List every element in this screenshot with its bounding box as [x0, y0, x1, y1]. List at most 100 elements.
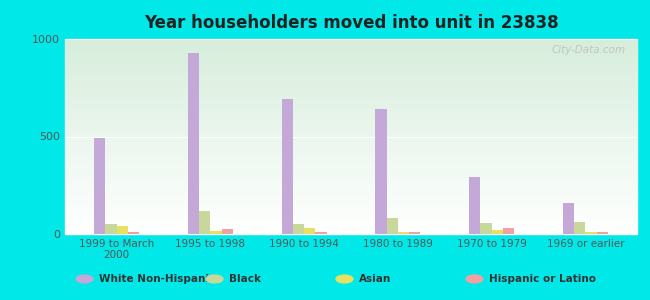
Bar	[65, 125, 637, 127]
Bar	[586, 232, 597, 234]
Bar	[387, 218, 398, 234]
Bar	[65, 207, 637, 209]
Bar	[65, 220, 637, 222]
Bar	[65, 150, 637, 152]
Bar	[315, 232, 326, 234]
Bar	[574, 222, 586, 234]
Bar	[65, 113, 637, 115]
Bar	[65, 176, 637, 177]
Text: Asian: Asian	[359, 274, 391, 284]
Bar	[65, 136, 637, 138]
Bar	[65, 199, 637, 201]
Bar	[65, 185, 637, 187]
Bar	[597, 232, 608, 234]
Bar	[65, 45, 637, 47]
Bar	[65, 181, 637, 183]
Bar	[65, 61, 637, 62]
Bar	[563, 203, 574, 234]
Bar	[65, 197, 637, 199]
Bar	[65, 99, 637, 101]
Bar	[65, 226, 637, 228]
Bar	[65, 203, 637, 205]
Bar	[281, 99, 293, 234]
Bar	[65, 51, 637, 52]
Title: Year householders moved into unit in 23838: Year householders moved into unit in 238…	[144, 14, 558, 32]
Bar	[65, 131, 637, 133]
Bar	[65, 103, 637, 105]
Bar	[65, 66, 637, 68]
Bar	[65, 111, 637, 113]
Bar	[65, 142, 637, 144]
Bar	[65, 95, 637, 98]
Bar	[65, 230, 637, 232]
Bar	[65, 70, 637, 72]
Bar	[293, 224, 304, 234]
Bar	[65, 139, 637, 140]
Bar	[65, 177, 637, 179]
Bar	[65, 217, 637, 218]
Bar	[65, 205, 637, 207]
Bar	[65, 170, 637, 172]
Bar	[65, 90, 637, 92]
Bar	[65, 64, 637, 66]
Bar	[65, 222, 637, 224]
Bar	[304, 228, 315, 234]
Bar	[65, 98, 637, 100]
Bar	[65, 179, 637, 181]
Bar	[65, 56, 637, 58]
Bar	[65, 218, 637, 220]
Bar	[65, 183, 637, 185]
Bar	[65, 162, 637, 164]
Bar	[65, 189, 637, 191]
Bar	[65, 84, 637, 86]
Bar	[65, 58, 637, 60]
Bar	[503, 228, 514, 234]
Bar	[222, 229, 233, 234]
Bar	[65, 224, 637, 226]
Bar	[199, 211, 211, 234]
Bar	[65, 228, 637, 230]
Bar	[65, 133, 637, 134]
Bar	[65, 160, 637, 162]
Bar	[65, 109, 637, 111]
Bar	[65, 80, 637, 82]
Bar	[65, 164, 637, 166]
Bar	[211, 231, 222, 234]
Bar	[65, 134, 637, 136]
Bar	[491, 230, 503, 234]
Bar	[469, 177, 480, 234]
Bar	[65, 209, 637, 211]
Bar	[65, 144, 637, 146]
Bar	[65, 214, 637, 217]
Bar	[65, 86, 637, 88]
Bar	[94, 138, 105, 234]
Bar	[65, 156, 637, 158]
Bar	[65, 47, 637, 49]
Bar	[65, 55, 637, 56]
Bar	[65, 127, 637, 129]
Bar	[65, 72, 637, 74]
Bar	[65, 68, 637, 70]
Bar	[65, 92, 637, 94]
Bar	[65, 129, 637, 130]
Bar	[65, 39, 637, 41]
Bar	[65, 49, 637, 51]
Bar	[65, 172, 637, 173]
Bar	[128, 232, 139, 234]
Bar	[65, 168, 637, 169]
Bar	[65, 74, 637, 76]
Bar	[116, 226, 128, 234]
Bar	[65, 201, 637, 203]
Bar	[376, 109, 387, 234]
Bar	[65, 211, 637, 212]
Bar	[188, 53, 199, 234]
Text: White Non-Hispanic: White Non-Hispanic	[99, 274, 215, 284]
Bar	[65, 152, 637, 154]
Bar	[65, 140, 637, 142]
Bar	[65, 62, 637, 64]
Text: City-Data.com: City-Data.com	[551, 45, 625, 55]
Bar	[65, 105, 637, 107]
Bar	[65, 123, 637, 125]
Bar	[65, 195, 637, 197]
Bar	[65, 191, 637, 193]
